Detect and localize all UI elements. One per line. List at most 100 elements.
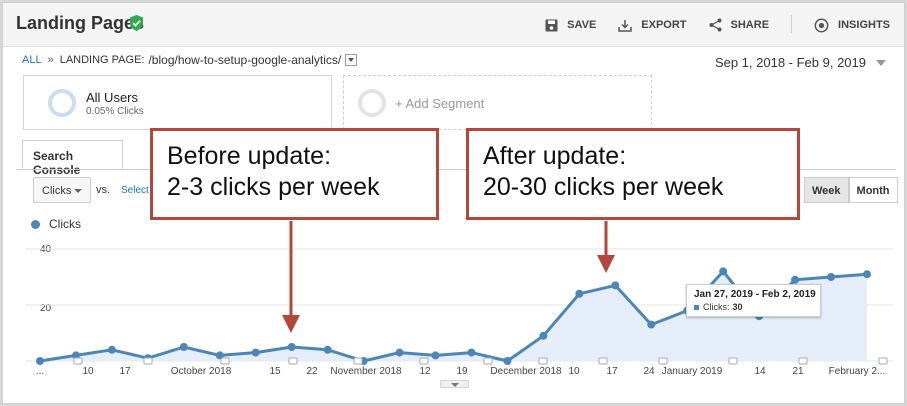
y-tick-label: 20 (40, 303, 52, 314)
data-point (719, 267, 728, 276)
vs-label: vs. (96, 184, 111, 196)
header-actions: SAVE EXPORT SHARE (523, 15, 890, 33)
data-point (647, 320, 656, 329)
data-point (467, 348, 476, 357)
data-point (503, 357, 512, 365)
annotation-marker-icon (419, 357, 429, 365)
date-range-label: Sep 1, 2018 - Feb 9, 2019 (714, 55, 866, 70)
data-point (863, 270, 871, 279)
x-tick-label: 21 (792, 366, 804, 377)
annotation-marker-icon (658, 357, 668, 365)
breadcrumb-separator: » (47, 54, 54, 66)
data-point (179, 343, 188, 351)
annotation-marker-icon (538, 357, 548, 365)
x-tick-label: 24 (643, 366, 655, 377)
legend-dot (31, 219, 40, 229)
export-icon (618, 19, 633, 32)
breadcrumb-dropdown[interactable] (345, 54, 358, 66)
export-button[interactable]: EXPORT (618, 17, 687, 33)
data-point (611, 281, 620, 290)
chart-expand-handle[interactable] (440, 380, 469, 388)
save-button[interactable]: SAVE (545, 17, 596, 33)
annotation-marker-icon (728, 357, 738, 365)
save-label: SAVE (567, 19, 597, 31)
series-area (40, 271, 867, 361)
tooltip-date: Jan 27, 2019 - Feb 2, 2019 (694, 289, 816, 300)
chart-legend: Clicks (31, 217, 81, 231)
callout-after-update: After update: 20-30 clicks per week (466, 128, 800, 220)
series-line (39, 269, 868, 363)
page-title: Landing Pages (16, 13, 145, 33)
x-tick-label: January 2019 (661, 366, 723, 377)
chart-tooltip: Jan 27, 2019 - Feb 2, 2019 Clicks: 30 (686, 284, 821, 317)
x-tick-label: 10 (82, 366, 94, 377)
select-metric-link[interactable]: Select (121, 185, 149, 196)
annotation-marker-icon (483, 357, 493, 365)
segment-card-all-users[interactable]: All Users 0.05% Clicks (23, 75, 332, 130)
annotation-marker-icon (220, 357, 230, 365)
breadcrumb-all-link[interactable]: ALL (22, 54, 42, 66)
chevron-down-icon (876, 59, 886, 66)
x-tick-label: October 2018 (170, 366, 232, 377)
x-tick-label: 22 (306, 366, 318, 377)
date-range-picker[interactable]: Sep 1, 2018 - Feb 9, 2019 (715, 55, 886, 70)
insights-label: INSIGHTS (838, 19, 890, 31)
x-tick-label: 12 (419, 366, 431, 377)
insights-button[interactable]: INSIGHTS (814, 17, 890, 33)
share-icon (709, 18, 722, 32)
period-toggle: Week Month (804, 177, 898, 203)
export-label: EXPORT (641, 19, 687, 31)
callout-after-line2: 20-30 clicks per week (483, 173, 724, 201)
data-point (395, 348, 404, 357)
tab-search-console[interactable]: Search Console (22, 140, 123, 177)
segment-ring-icon (48, 89, 76, 117)
x-tick-label: December 2018 (490, 366, 562, 377)
data-point (539, 331, 548, 340)
annotation-marker-icon (143, 357, 153, 365)
data-point (827, 273, 836, 281)
data-point (107, 345, 116, 354)
share-label: SHARE (730, 19, 770, 31)
x-tick-label: 17 (119, 366, 131, 377)
x-tick-label: 19 (456, 366, 468, 377)
x-tick-label: 10 (568, 366, 580, 377)
annotation-marker-icon (288, 357, 298, 365)
month-button[interactable]: Month (848, 177, 898, 203)
annotation-marker-icon (353, 357, 363, 365)
x-tick-label: February 2... (828, 366, 886, 377)
week-button[interactable]: Week (804, 177, 849, 203)
save-icon (545, 19, 558, 31)
breadcrumb-dimension: LANDING PAGE: (59, 54, 145, 66)
header-divider (791, 15, 793, 33)
insights-icon (814, 18, 829, 32)
metric-select[interactable]: Clicks (33, 177, 91, 203)
tooltip-value: 30 (732, 302, 743, 312)
tooltip-label: Clicks: (703, 302, 730, 312)
x-tick-label: November 2018 (330, 366, 402, 377)
chevron-down-icon (74, 189, 82, 193)
data-point (215, 351, 224, 360)
data-point (431, 351, 440, 360)
data-point (71, 351, 80, 360)
metric-select-value: Clicks (42, 185, 72, 197)
data-point (323, 345, 332, 354)
segment-ring-icon (358, 89, 386, 117)
data-point (36, 357, 44, 365)
annotation-marker-icon (878, 357, 888, 365)
tooltip-value-row: Clicks: 30 (694, 302, 743, 312)
data-point (287, 343, 296, 351)
segment-share: 0.05% Clicks (86, 106, 144, 117)
annotation-marker-icon (73, 357, 83, 365)
breadcrumb-path: /blog/how-to-setup-google-analytics/ (148, 53, 342, 67)
share-button[interactable]: SHARE (709, 17, 770, 33)
callout-before-line1: Before update: (167, 142, 332, 170)
callout-after-line1: After update: (483, 142, 627, 170)
x-tick-label: 15 (269, 366, 281, 377)
tooltip-series-swatch (694, 304, 699, 310)
annotation-marker-icon (598, 357, 608, 365)
data-point (575, 289, 584, 298)
callout-before-line2: 2-3 clicks per week (167, 173, 380, 201)
breadcrumb: ALL » LANDING PAGE: /blog/how-to-setup-g… (22, 53, 358, 67)
callout-before-update: Before update: 2-3 clicks per week (150, 128, 439, 220)
